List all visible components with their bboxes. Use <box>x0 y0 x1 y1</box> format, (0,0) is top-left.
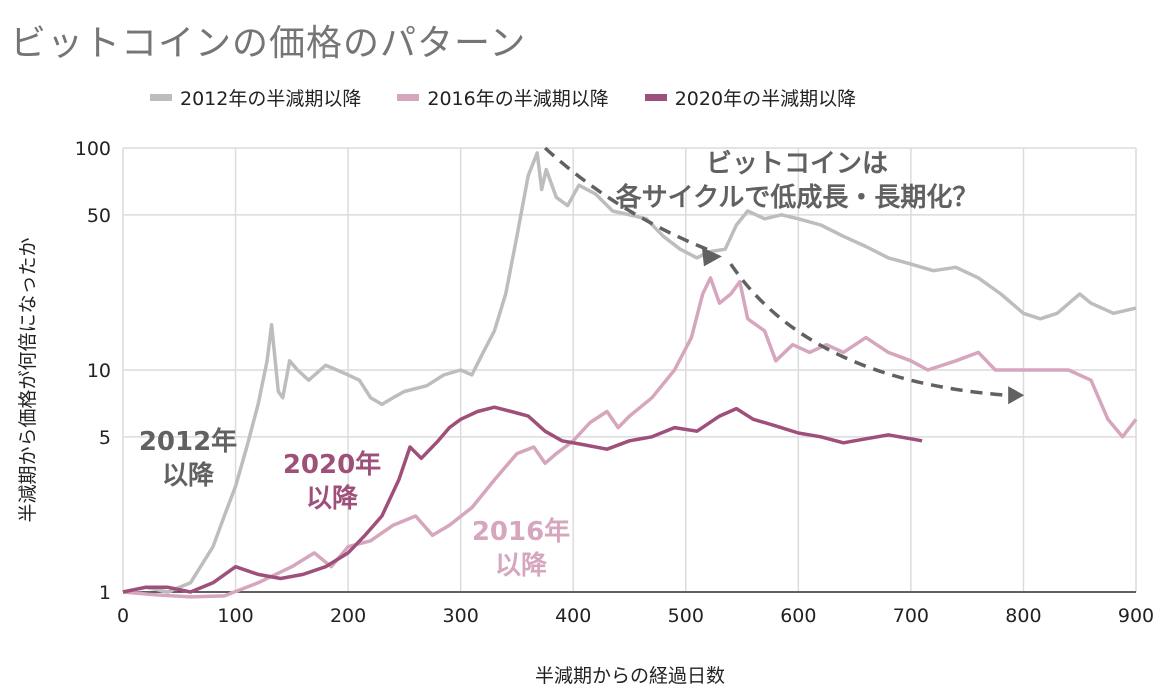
axis-ticks: 0 100 200 300 400 500 600 700 800 900 1 5 10 50 100 <box>75 138 1154 627</box>
annotation-line1-1: 2020年 <box>283 449 381 480</box>
y-tick-label: 10 <box>87 360 111 382</box>
legend: 2012年の半減期以降 2016年の半減期以降 2020年の半減期以降 <box>150 84 856 111</box>
series-line-1 <box>122 276 1138 599</box>
x-tick-label: 700 <box>893 605 929 627</box>
arrowhead-2 <box>1008 386 1025 405</box>
annotation-line1-0: 2012年 <box>139 426 237 457</box>
x-tick-label: 0 <box>117 605 129 627</box>
annotation-line2-2: 以降 <box>495 551 548 581</box>
x-tick-label: 200 <box>330 605 366 627</box>
legend-swatch-2016 <box>397 94 420 101</box>
y-tick-label: 100 <box>75 138 111 160</box>
series-line-0 <box>122 151 1137 594</box>
y-tick-label: 1 <box>99 582 111 604</box>
trend-arrow-1 <box>543 146 715 254</box>
x-tick-label: 900 <box>1118 605 1154 627</box>
annotation-line2-1: 以降 <box>306 484 359 514</box>
annotation-line1-3: ビットコインは <box>706 149 888 179</box>
annotation-line2-0: 以降 <box>162 461 215 491</box>
x-tick-label: 500 <box>668 605 704 627</box>
x-tick-label: 600 <box>780 605 816 627</box>
legend-swatch-2020 <box>644 94 667 101</box>
legend-item-2016: 2016年の半減期以降 <box>397 84 609 111</box>
x-tick-label: 800 <box>1005 605 1041 627</box>
legend-item-2020: 2020年の半減期以降 <box>644 84 857 111</box>
annotation-line1-2: 2016年 <box>472 516 570 547</box>
trend-arrow-2 <box>729 263 1007 397</box>
x-tick-label: 100 <box>217 605 253 627</box>
arrowhead-1 <box>701 247 722 267</box>
legend-label-2012: 2012年の半減期以降 <box>180 88 362 110</box>
legend-item-2012: 2012年の半減期以降 <box>150 84 361 111</box>
y-tick-label: 5 <box>99 427 111 449</box>
x-tick-label: 400 <box>555 605 591 627</box>
legend-swatch-2012 <box>150 94 172 101</box>
chart-title: ビットコインの価格のパターン <box>10 23 527 64</box>
legend-label-2020: 2020年の半減期以降 <box>674 88 857 110</box>
annotation-line2-3: 各サイクルで低成長・長期化？ <box>615 182 979 213</box>
y-axis-title: 半減期から価格が何倍になったか <box>17 237 39 522</box>
series-lines <box>122 151 1138 599</box>
y-tick-label: 50 <box>87 205 111 227</box>
x-axis-title: 半減期からの経過日数 <box>535 665 725 687</box>
legend-label-2016: 2016年の半減期以降 <box>427 88 609 110</box>
series-line-2 <box>122 405 923 594</box>
x-tick-label: 300 <box>443 605 479 627</box>
